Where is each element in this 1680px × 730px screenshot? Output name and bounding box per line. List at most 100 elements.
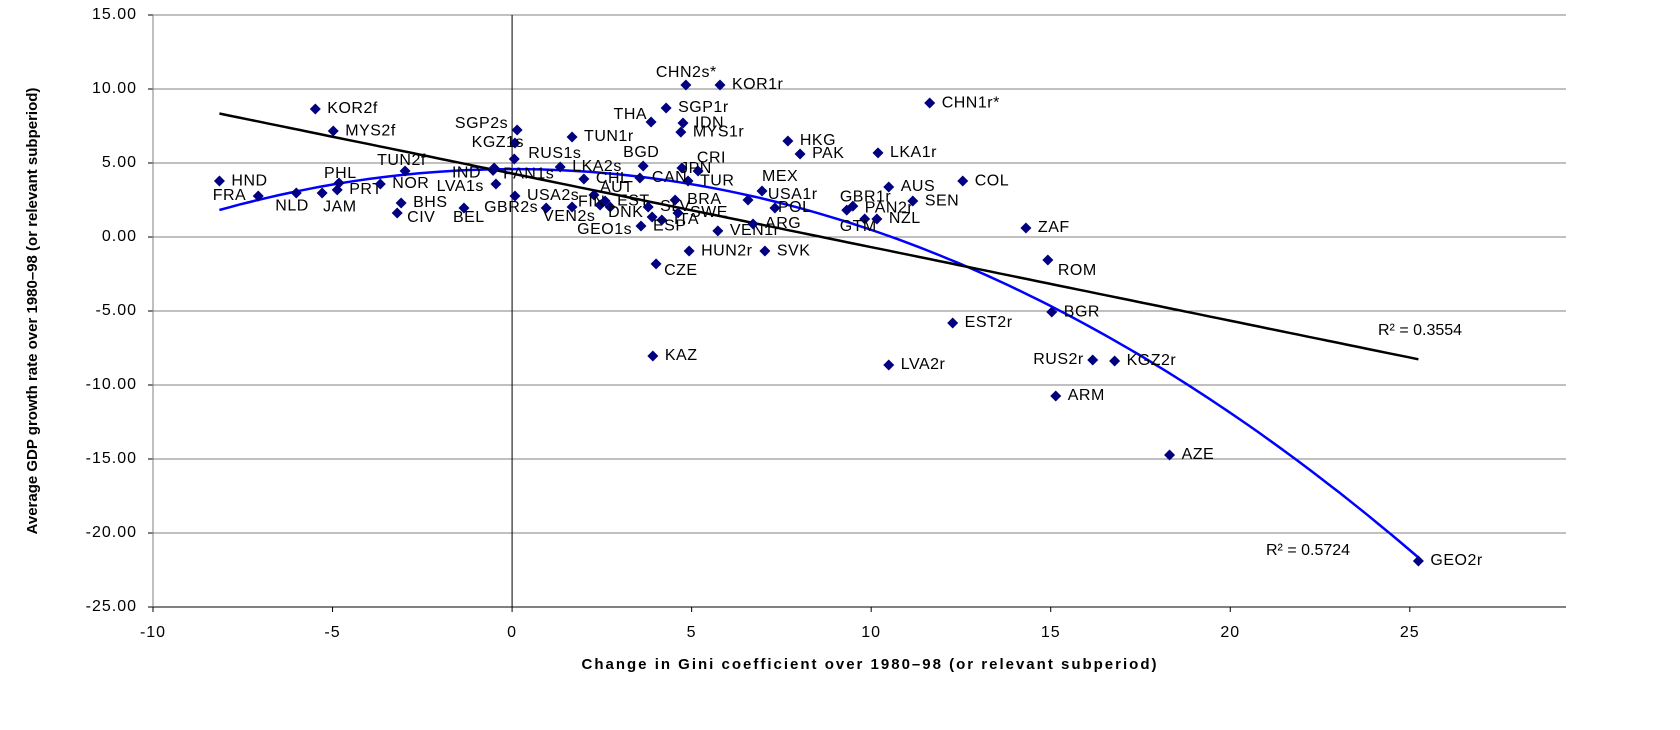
data-point (290, 187, 302, 199)
point-label: KOR2f (327, 100, 378, 117)
data-point (566, 131, 578, 143)
y-tick-label: -10.00 (86, 376, 137, 393)
data-point (682, 175, 694, 187)
point-label: MYS1r (693, 123, 745, 140)
data-point (391, 207, 403, 219)
r2-label: R² = 0.5724 (1266, 542, 1350, 559)
data-point (554, 161, 566, 173)
r2-label: R² = 0.3554 (1378, 322, 1462, 339)
point-label: BRA (687, 191, 721, 208)
point-label: GBR2s (484, 199, 538, 216)
point-label: CHL (596, 170, 630, 187)
point-label: RUS2r (1033, 351, 1084, 368)
point-label: MYS2f (345, 122, 396, 139)
x-axis-title: Change in Gini coefficient over 1980–98 … (581, 656, 1159, 673)
data-point (646, 211, 658, 223)
point-label: BEL (453, 209, 485, 226)
point-label: ARG (765, 215, 801, 232)
data-point (669, 194, 681, 206)
point-label: GBR1r (840, 188, 892, 205)
point-label: CAN (652, 169, 687, 186)
x-tick-label: 25 (1400, 624, 1420, 641)
data-point (588, 189, 600, 201)
data-point (1087, 354, 1099, 366)
y-tick-label: 15.00 (92, 6, 137, 23)
data-point (647, 350, 659, 362)
point-label: HND (231, 172, 267, 189)
point-label: AUS (901, 178, 935, 195)
linear-trendline (219, 112, 1419, 361)
point-label: SVK (777, 242, 811, 259)
point-label: NLD (275, 197, 309, 214)
data-point (883, 181, 895, 193)
point-label: CHN2s* (656, 64, 717, 81)
point-label: GEO1s (577, 221, 632, 238)
point-label: LKA2s (572, 158, 622, 175)
data-point (794, 148, 806, 160)
data-point (1020, 222, 1032, 234)
point-label: LVA1s (437, 178, 484, 195)
point-label: EST (617, 192, 650, 209)
data-point (540, 202, 552, 214)
data-point (660, 102, 672, 114)
x-tick-label: 10 (861, 624, 881, 641)
point-label: USA2s (527, 187, 579, 204)
point-label: VEN2s (543, 208, 595, 225)
point-label: TUR (700, 172, 734, 189)
point-label: AUT (600, 179, 634, 196)
point-label: TUN1r (584, 128, 634, 145)
point-label: PHL (324, 165, 357, 182)
point-label: ARM (1068, 387, 1105, 404)
point-label: GEO2r (1430, 552, 1482, 569)
point-label: ESP (653, 217, 687, 234)
x-tick-label: 5 (687, 624, 697, 641)
data-point (872, 147, 884, 159)
data-point (680, 79, 692, 91)
point-label: CIV (407, 209, 435, 226)
data-point (488, 162, 500, 174)
point-label: THA (614, 106, 648, 123)
point-label: PAK (812, 145, 844, 162)
data-point (742, 194, 754, 206)
data-point (676, 162, 688, 174)
point-label: COL (975, 172, 1009, 189)
data-point (374, 178, 386, 190)
data-point (395, 197, 407, 209)
data-point (316, 187, 328, 199)
data-point (782, 135, 794, 147)
data-point (642, 201, 654, 213)
data-point (756, 185, 768, 197)
data-point (1046, 306, 1058, 318)
data-point (683, 245, 695, 257)
data-point (511, 124, 523, 136)
point-label: IND (452, 165, 481, 182)
data-point (509, 190, 521, 202)
data-point (1412, 555, 1424, 567)
point-label: AZE (1182, 446, 1215, 463)
point-label: CZE (664, 262, 698, 279)
data-point (1042, 254, 1054, 266)
point-label: JAM (323, 198, 357, 215)
point-label: BHS (413, 194, 447, 211)
data-point (957, 175, 969, 187)
y-tick-label: -20.00 (86, 524, 137, 541)
point-label: NZL (889, 210, 921, 227)
data-point (645, 116, 657, 128)
point-label: PAN2r (865, 199, 914, 216)
point-label: HUN2r (701, 242, 753, 259)
data-point (769, 202, 781, 214)
point-label: ZAF (1038, 219, 1070, 236)
point-label: KGZ2r (1127, 352, 1177, 369)
data-point (672, 207, 684, 219)
data-point (841, 204, 853, 216)
y-tick-label: 10.00 (92, 80, 137, 97)
point-label: SEN (925, 192, 959, 209)
data-point (213, 175, 225, 187)
data-point (458, 202, 470, 214)
data-point (883, 359, 895, 371)
data-point (714, 79, 726, 91)
point-label: HKG (800, 132, 836, 149)
data-point (675, 126, 687, 138)
